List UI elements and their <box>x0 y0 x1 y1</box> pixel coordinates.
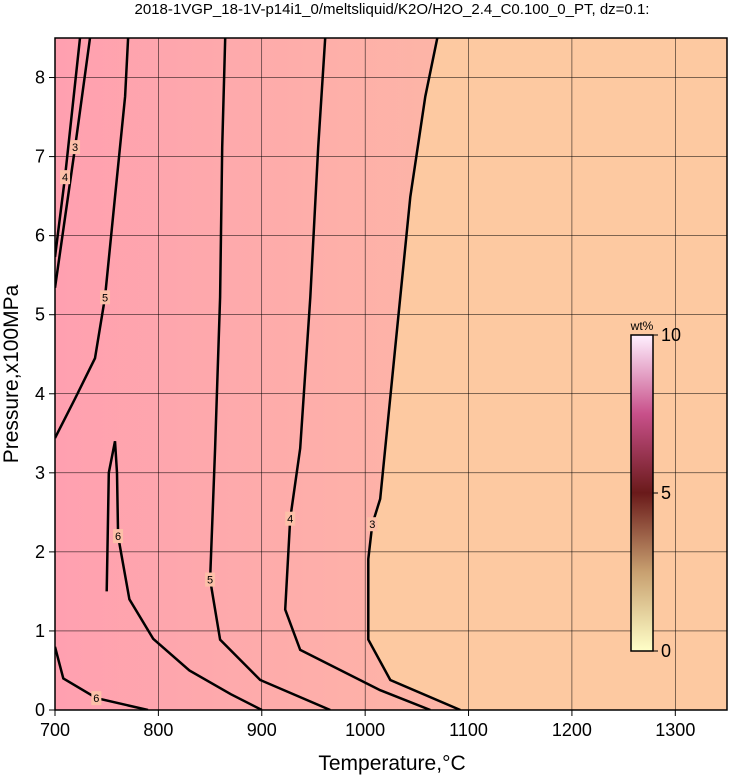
x-tick-label: 1100 <box>449 720 488 740</box>
y-tick-label: 8 <box>35 68 45 88</box>
contour-label-bg <box>113 529 124 544</box>
contour-label: 5 <box>102 292 108 304</box>
contour-label: 3 <box>369 519 375 531</box>
contour-label: 4 <box>62 172 68 184</box>
contour-label: 5 <box>207 575 213 587</box>
contour-label-bg <box>100 290 111 305</box>
contour-label: 6 <box>93 693 99 705</box>
y-tick-label: 4 <box>35 384 45 404</box>
y-tick-label: 0 <box>35 700 45 720</box>
y-tick-label: 5 <box>35 305 45 325</box>
x-tick-label: 1300 <box>655 720 695 740</box>
contour-label-bg <box>285 511 296 526</box>
x-tick-label: 800 <box>143 720 173 740</box>
y-axis-label: Pressure,x100MPa <box>0 284 23 463</box>
axes: 700 800 900 1000 1100 1200 1300 0 1 2 3 4 5 6 7 8 wt% 0 5 1… <box>35 37 728 740</box>
contour-fill <box>55 38 461 710</box>
colorbar-tick-label: 0 <box>661 641 671 661</box>
contour-label-bg <box>91 691 102 706</box>
x-tick-label: 1000 <box>345 720 385 740</box>
contour-line <box>55 646 149 710</box>
contour-label-bg <box>367 517 378 532</box>
plot-frame <box>54 37 728 711</box>
x-tick-label: 700 <box>40 720 70 740</box>
colorbar <box>630 334 654 652</box>
colorbar-tick-label: 5 <box>661 483 671 503</box>
x-tick-label: 1200 <box>552 720 592 740</box>
x-tick-label: 900 <box>247 720 277 740</box>
contour-label: 3 <box>72 142 78 154</box>
y-tick-label: 3 <box>35 463 45 483</box>
plot-area: 3 4 5 5 6 6 3 4 <box>55 38 727 710</box>
y-tick-label: 6 <box>35 226 45 246</box>
colorbar-label: wt% <box>630 319 654 333</box>
x-axis-label: Temperature,°C <box>318 752 465 775</box>
colorbar-tick-label: 10 <box>661 325 681 345</box>
y-tick-label: 2 <box>35 542 45 562</box>
chart-title: 2018-1VGP_18-1V-p14i1_0/meltsliquid/K2O/… <box>135 1 650 18</box>
contour-label-bg <box>60 170 71 185</box>
contour-line <box>367 38 461 710</box>
contour-label: 4 <box>287 514 293 526</box>
y-tick-label: 1 <box>35 621 45 641</box>
contour-line <box>208 38 331 710</box>
contour-label: 6 <box>115 531 121 543</box>
contour-label-bg <box>205 572 216 587</box>
contour-label-bg <box>70 140 81 155</box>
y-tick-label: 7 <box>35 147 45 167</box>
